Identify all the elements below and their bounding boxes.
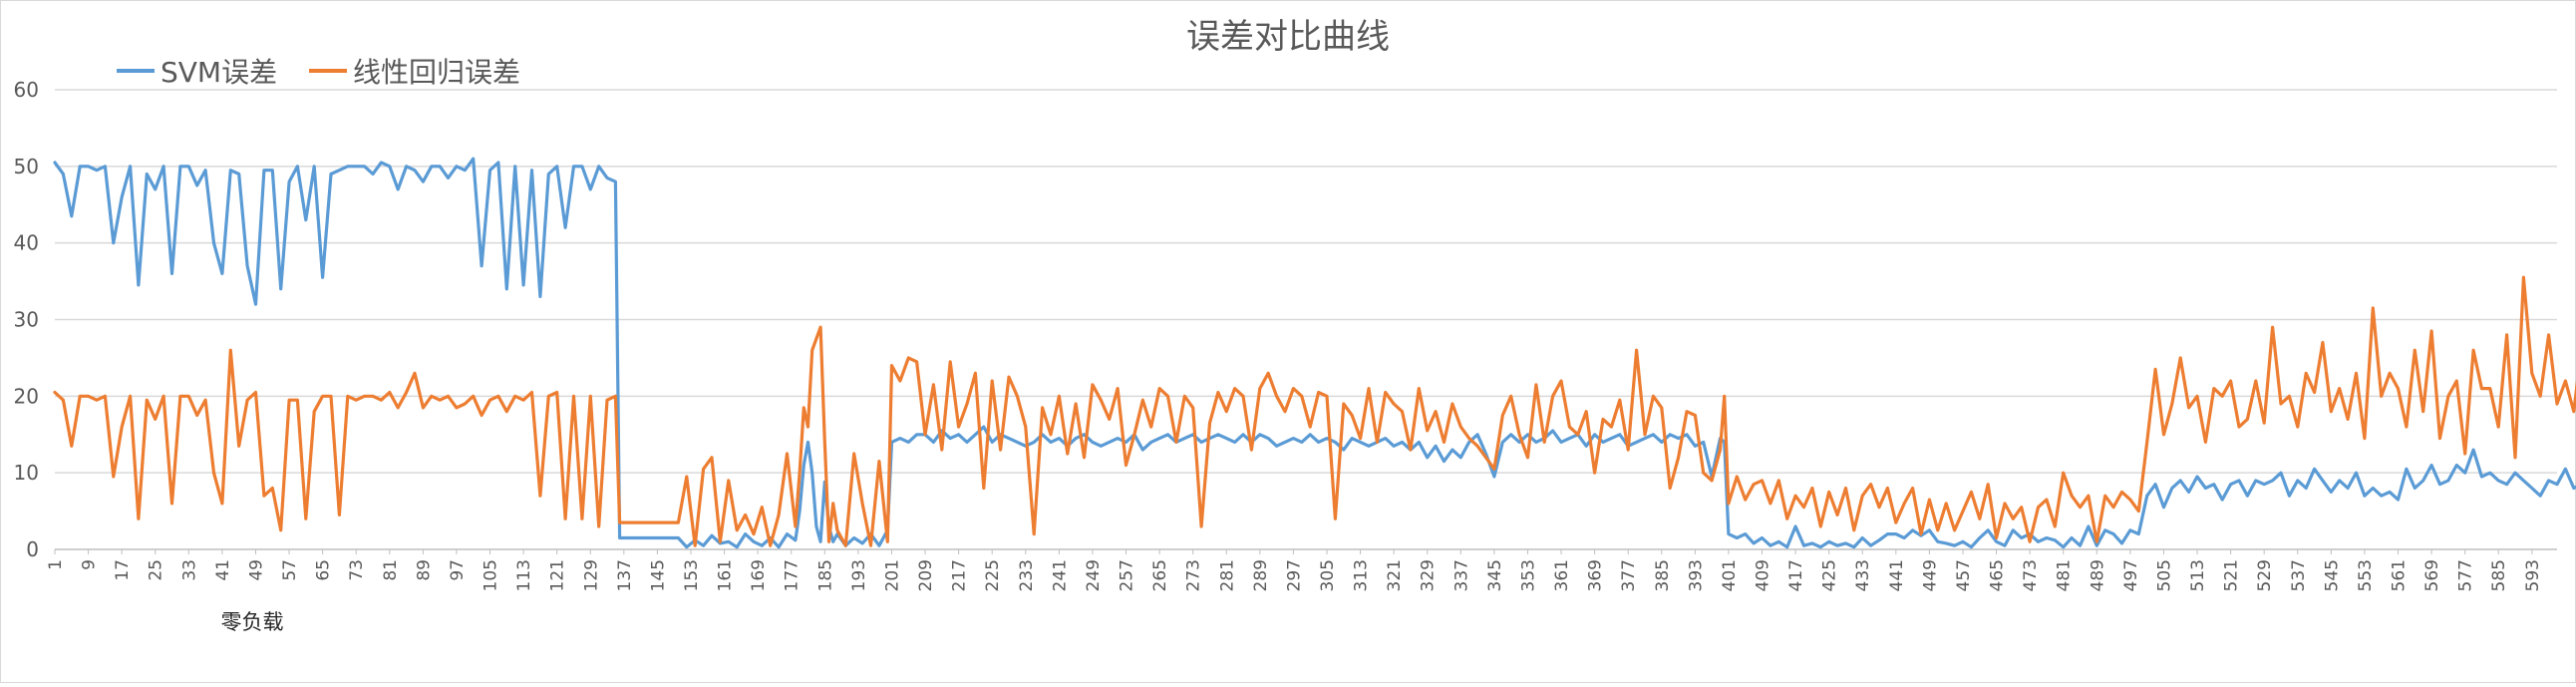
y-tick-label: 20 [14, 384, 39, 408]
chart-title: 误差对比曲线 [1186, 17, 1390, 57]
x-tick-label: 321 [1385, 559, 1405, 591]
x-tick-label: 233 [1017, 559, 1037, 591]
x-tick-label: 241 [1050, 559, 1070, 591]
x-tick-label: 337 [1451, 559, 1471, 591]
x-tick-label: 521 [2222, 559, 2242, 591]
x-tick-label: 569 [2422, 559, 2442, 591]
x-tick-label: 505 [2154, 559, 2174, 591]
x-tick-label: 257 [1118, 559, 1137, 591]
x-tick-label: 585 [2489, 559, 2509, 591]
legend-label-svm: SVM误差 [161, 56, 277, 89]
x-tick-label: 81 [381, 559, 401, 581]
x-tick-label: 449 [1920, 559, 1940, 591]
x-tick-label: 153 [682, 559, 702, 591]
y-tick-label: 50 [14, 155, 39, 178]
x-tick-label: 25 [147, 559, 166, 581]
x-tick-label: 49 [246, 559, 266, 581]
x-tick-label: 561 [2390, 559, 2410, 591]
x-tick-label: 249 [1084, 559, 1104, 591]
x-tick-label: 313 [1352, 559, 1372, 591]
y-axis: 0 10 20 30 40 50 60 [14, 78, 39, 561]
x-tick-label: 281 [1217, 559, 1237, 591]
x-tick-label: 361 [1552, 559, 1572, 591]
x-tick-label: 513 [2188, 559, 2208, 591]
x-tick-label: 409 [1754, 559, 1773, 591]
series-line-svm [53, 157, 2576, 549]
x-axis: 1 9 17 25 33 41 49 57 65 73 81 89 97 105 113 121 129 137 1… [46, 549, 2543, 591]
x-tick-label: 161 [716, 559, 736, 591]
x-tick-label: 305 [1318, 559, 1338, 591]
x-tick-label: 89 [414, 559, 434, 581]
x-tick-label: 481 [2055, 559, 2075, 591]
x-tick-label: 177 [783, 559, 803, 591]
x-tick-label: 457 [1954, 559, 1974, 591]
x-tick-label: 353 [1518, 559, 1538, 591]
x-tick-label: 289 [1251, 559, 1271, 591]
x-tick-label: 185 [815, 559, 835, 591]
series-layer [53, 157, 2576, 549]
x-tick-label: 169 [749, 559, 769, 591]
x-tick-label: 297 [1284, 559, 1304, 591]
x-tick-label: 209 [916, 559, 936, 591]
series-line-linear-regression [53, 275, 2576, 547]
x-tick-label: 473 [2021, 559, 2041, 591]
x-tick-label: 41 [213, 559, 233, 581]
x-tick-label: 137 [615, 559, 635, 591]
x-tick-label: 113 [514, 559, 534, 591]
x-tick-label: 345 [1485, 559, 1505, 591]
y-tick-label: 60 [14, 78, 39, 102]
x-tick-label: 273 [1184, 559, 1204, 591]
legend-label-linear-regression: 线性回归误差 [353, 56, 520, 89]
x-tick-label: 97 [448, 559, 468, 581]
x-tick-label: 545 [2322, 559, 2342, 591]
x-tick-label: 433 [1853, 559, 1873, 591]
x-tick-label: 417 [1786, 559, 1806, 591]
x-tick-label: 441 [1887, 559, 1907, 591]
x-tick-label: 65 [314, 559, 334, 581]
x-tick-label: 537 [2289, 559, 2309, 591]
y-tick-label: 0 [26, 537, 39, 561]
legend: SVM误差 线性回归误差 [117, 56, 520, 89]
x-tick-label: 265 [1150, 559, 1170, 591]
y-tick-label: 30 [14, 308, 39, 332]
x-tick-label: 593 [2523, 559, 2543, 591]
x-tick-label: 121 [548, 559, 568, 591]
x-tick-label: 33 [179, 559, 199, 581]
y-tick-label: 10 [14, 461, 39, 485]
x-tick-label: 225 [983, 559, 1003, 591]
x-tick-label: 105 [482, 559, 501, 591]
x-tick-label: 425 [1820, 559, 1840, 591]
x-tick-label: 73 [347, 559, 367, 581]
x-tick-label: 369 [1586, 559, 1606, 591]
x-tick-label: 217 [950, 559, 970, 591]
x-tick-label: 497 [2121, 559, 2141, 591]
gridlines [55, 89, 2557, 550]
x-tick-label: 489 [2088, 559, 2107, 591]
x-tick-label: 329 [1419, 559, 1439, 591]
x-tick-label: 201 [882, 559, 902, 591]
x-tick-label: 393 [1686, 559, 1706, 591]
x-tick-label: 401 [1720, 559, 1740, 591]
x-tick-label: 17 [113, 559, 133, 581]
x-tick-label: 529 [2255, 559, 2275, 591]
x-tick-label: 57 [280, 559, 300, 581]
y-tick-label: 40 [14, 231, 39, 255]
x-tick-label: 129 [581, 559, 601, 591]
x-tick-label: 465 [1988, 559, 2008, 591]
x-tick-label: 9 [80, 559, 100, 570]
x-tick-label: 145 [648, 559, 668, 591]
x-tick-label: 193 [849, 559, 869, 591]
x-tick-label: 553 [2356, 559, 2376, 591]
x-tick-label: 1 [46, 559, 66, 570]
x-tick-label: 385 [1653, 559, 1673, 591]
x-axis-title: 零负载 [221, 610, 284, 634]
x-tick-label: 577 [2456, 559, 2476, 591]
x-tick-label: 377 [1619, 559, 1639, 591]
